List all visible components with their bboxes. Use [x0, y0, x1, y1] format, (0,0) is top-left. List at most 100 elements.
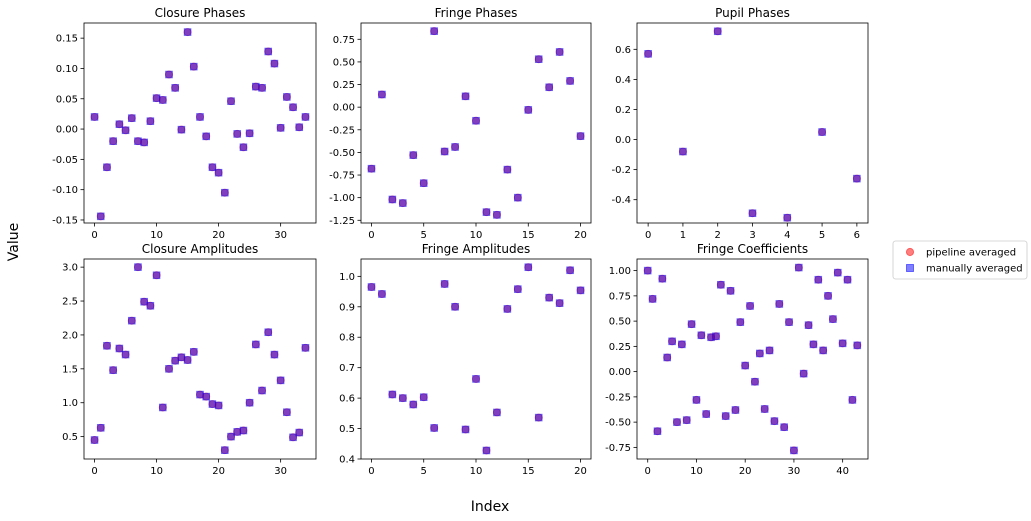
point-manually-averaged: [90, 436, 99, 444]
y-tick-label: 2.5: [62, 297, 78, 308]
y-tick-label: 1.0: [62, 398, 78, 409]
point-manually-averaged: [668, 337, 676, 346]
legend-marker-manually-averaged: [906, 264, 914, 272]
x-tick-label: 10: [470, 230, 483, 241]
plot-area: [83, 22, 317, 224]
point-manually-averaged: [555, 48, 564, 56]
y-tick-label: 0.5: [339, 424, 355, 435]
point-manually-averaged: [712, 332, 720, 341]
point-manually-averaged: [809, 340, 818, 349]
x-tick-label: 3: [749, 230, 755, 241]
point-manually-averaged: [419, 393, 428, 402]
legend: pipeline averaged manually averaged: [892, 240, 1028, 280]
point-manually-averaged: [127, 316, 136, 325]
point-manually-averaged: [440, 147, 449, 156]
point-manually-averaged: [726, 287, 735, 295]
point-manually-averaged: [682, 416, 691, 424]
subplot-fringe-coefficients: Fringe Coefficients 0 10 20 30 40 -0.75 -0.50 -0…: [605, 242, 869, 477]
point-manually-averaged: [702, 410, 711, 418]
subplot-closure-amplitudes: Closure Amplitudes 0 10 20 30 0.5 1.0 1.5 2.0 2.5…: [62, 242, 317, 477]
x-tick-label: 10: [150, 466, 163, 477]
plot-area: [636, 258, 869, 460]
point-manually-averaged: [289, 433, 297, 442]
y-tick-label: 0.7: [339, 363, 355, 374]
point-manually-averaged: [794, 263, 803, 272]
x-tick-label: 30: [274, 230, 287, 241]
point-manually-averaged: [853, 174, 861, 183]
x-tick-label: 1: [680, 230, 686, 241]
x-tick-label: 10: [690, 466, 703, 477]
point-manually-averaged: [90, 113, 99, 121]
point-manually-averaged: [264, 328, 273, 337]
point-manually-averaged: [644, 50, 652, 58]
point-manually-averaged: [115, 344, 124, 353]
point-manually-averaged: [653, 427, 662, 436]
point-manually-averaged: [687, 320, 696, 328]
point-manually-averaged: [814, 275, 823, 284]
y-tick-label: -0.50: [329, 148, 355, 159]
point-manually-averaged: [158, 96, 167, 104]
point-manually-averaged: [227, 432, 235, 441]
x-tick-label: 20: [574, 466, 587, 477]
point-manually-averaged: [202, 132, 211, 141]
point-manually-averaged: [534, 413, 543, 422]
point-manually-averaged: [183, 28, 192, 36]
y-tick-label: -1.00: [329, 193, 355, 204]
y-tick-label: 0.25: [333, 80, 355, 91]
point-manually-averaged: [388, 195, 397, 204]
point-manually-averaged: [692, 396, 701, 404]
point-manually-averaged: [214, 168, 223, 177]
point-manually-averaged: [152, 271, 161, 280]
plot-area: [83, 258, 317, 460]
point-manually-averaged: [461, 92, 470, 101]
point-manually-averaged: [419, 179, 428, 187]
y-tick-label: 3.0: [62, 263, 78, 274]
y-tick-label: 0.00: [333, 103, 355, 114]
point-manually-averaged: [121, 126, 130, 135]
point-manually-averaged: [545, 83, 553, 92]
point-manually-averaged: [472, 116, 480, 125]
point-manually-averaged: [717, 280, 725, 289]
point-manually-averaged: [790, 446, 798, 455]
legend-label-manually-averaged: manually averaged: [926, 264, 1023, 275]
x-tick-label: 30: [788, 466, 801, 477]
point-manually-averaged: [202, 392, 211, 401]
point-manually-averaged: [818, 128, 826, 136]
point-manually-averaged: [270, 59, 279, 68]
point-manually-averaged: [109, 366, 117, 374]
point-manually-averaged: [245, 398, 254, 407]
point-manually-averaged: [140, 297, 148, 306]
x-tick-label: 5: [819, 230, 825, 241]
point-manually-averaged: [451, 302, 459, 311]
point-manually-averaged: [503, 165, 512, 174]
point-manually-averaged: [451, 143, 459, 151]
point-manually-averaged: [96, 212, 105, 221]
point-manually-averaged: [134, 263, 142, 271]
x-tick-label: 2: [715, 230, 721, 241]
y-tick-label: 0.05: [56, 94, 78, 105]
subplot-title: Pupil Phases: [715, 6, 790, 20]
point-manually-averaged: [258, 386, 266, 395]
point-manually-averaged: [785, 318, 793, 326]
y-tick-label: -0.75: [329, 171, 355, 182]
subplot-pupil-phases: Pupil Phases 0 1 2 3 4 5 6 -0.4 -0.2 0.0 0.2 0.4 0.6: [611, 6, 869, 241]
figure-ylabel: Value: [6, 223, 22, 261]
y-tick-label: 1.5: [62, 364, 78, 375]
point-manually-averaged: [482, 446, 491, 455]
point-manually-averaged: [221, 446, 229, 454]
point-manually-averaged: [736, 318, 745, 326]
point-manually-averaged: [746, 302, 754, 310]
point-manually-averaged: [524, 263, 533, 272]
subplot-title: Closure Phases: [155, 6, 246, 20]
subplot-closure-phases: Closure Phases 0 10 20 30 -0.15 -0.10 -0.05 0.00…: [52, 6, 317, 241]
point-manually-averaged: [264, 47, 273, 56]
x-tick-label: 20: [574, 230, 587, 241]
point-manually-averaged: [514, 193, 522, 202]
plot-area: [636, 22, 869, 224]
point-manually-averaged: [115, 120, 124, 129]
y-tick-label: 0.50: [333, 57, 355, 68]
point-manually-averaged: [158, 403, 167, 412]
legend-label-pipeline-averaged: pipeline averaged: [926, 248, 1016, 259]
point-manually-averaged: [270, 350, 279, 359]
